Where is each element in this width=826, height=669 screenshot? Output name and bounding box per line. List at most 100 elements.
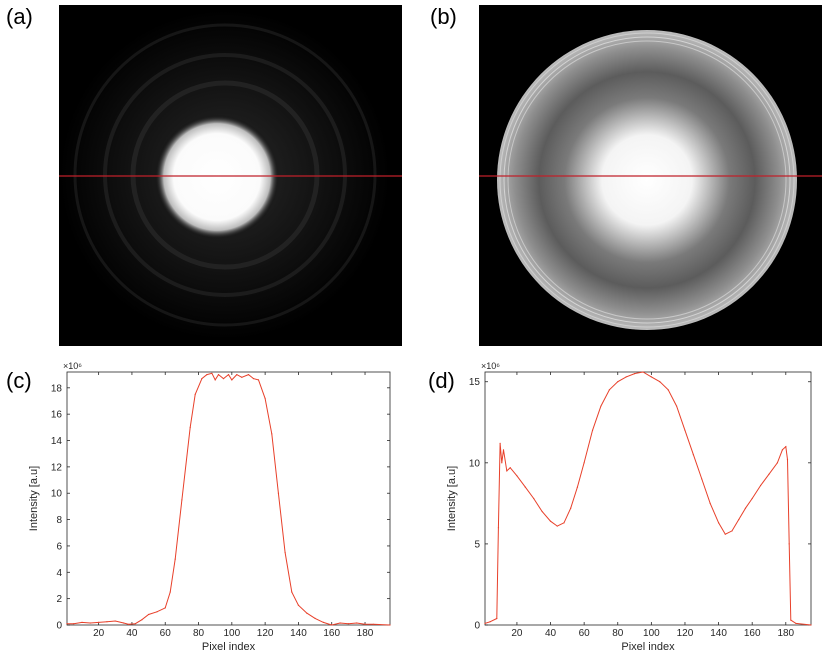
data-point [650,376,652,378]
data-point [731,530,733,532]
x-tick-label: 80 [193,628,205,639]
y-tick-label: 10 [51,489,63,500]
data-point [81,621,83,623]
data-point [684,429,686,431]
data-point [502,449,505,451]
normalized-disk [497,30,797,330]
data-point [134,623,136,625]
diffraction-ring [103,53,347,297]
data-point [642,371,644,373]
diffraction-ring [130,80,320,270]
plot-frame [66,371,391,626]
data-point [214,379,216,381]
x-tick-label: 40 [126,628,138,639]
data-point [625,376,627,378]
data-point [576,486,579,488]
data-point [106,621,108,623]
x-tick-label: 180 [777,628,794,639]
profile-plot-c-svg: 20 40 60 80 100 120 140 160 180 0 2 4 6 8 10 12 14 16 18 ×1… [28,361,391,653]
y-tick-label: 12 [51,462,63,473]
y-tick-label: 10 [469,458,481,469]
y-tick-label: 18 [51,383,63,394]
data-point [372,623,374,625]
data-point [600,405,602,407]
data-point [501,462,503,464]
bright-spot [155,115,279,239]
x-tick-label: 140 [290,628,307,639]
y-tick-label: 15 [469,377,481,388]
data-point [156,611,158,613]
data-point [227,374,230,376]
data-point [356,622,358,624]
y-axis-label: Intensity [a.u] [446,466,458,531]
data-point [744,507,747,509]
data-point [509,467,511,469]
panel-label-a: (a) [6,4,33,29]
data-point [738,518,740,521]
data-point [496,617,498,620]
y-tick-label: 5 [474,539,480,550]
data-point [114,620,116,622]
data-point [692,454,694,456]
y-exponent-label: ×10⁶ [481,361,500,371]
data-point [389,624,391,626]
data-point [659,381,661,383]
data-point [795,622,797,624]
edge-ring [503,36,791,324]
data-point [364,623,366,625]
plot-frame [484,371,812,626]
data-point [147,613,150,616]
data-point [768,473,770,475]
profile-plot-c: 20 40 60 80 100 120 140 160 180 0 2 4 6 8 10 12 14 16 18 ×1… [0,352,410,664]
data-point [181,499,183,501]
data-point [751,497,753,500]
data-point [489,621,491,623]
y-tick-label: 8 [56,515,62,526]
intensity-image-b [479,5,822,346]
x-tick-label: 180 [357,628,374,639]
data-point [169,591,171,593]
data-point [306,612,308,614]
x-tick-label: 160 [744,628,761,639]
data-point [781,449,784,451]
data-point [128,623,130,625]
data-point [236,374,238,376]
data-point [201,377,203,380]
data-point [231,379,233,381]
data-point [297,604,300,606]
data-point [284,551,286,554]
y-tick-label: 14 [51,436,63,447]
data-point [541,510,543,513]
intensity-image-a [59,5,402,346]
y-exponent-label: ×10⁶ [63,361,82,371]
data-point [347,623,349,625]
data-point [194,393,196,396]
x-tick-label: 60 [579,628,591,639]
data-point [291,591,293,593]
data-point [247,374,250,376]
data-point [252,377,255,380]
data-point [785,446,787,448]
data-point [709,502,711,504]
data-point [322,621,325,623]
data-point [591,429,594,431]
x-tick-label: 100 [643,628,660,639]
edge-ring [507,40,787,320]
y-tick-label: 4 [56,568,62,579]
data-point [633,373,636,375]
data-point [563,522,565,524]
data-point [608,389,610,391]
data-point [786,458,789,461]
data-point [222,377,225,380]
data-point [497,527,500,529]
intensity-series-line [67,372,391,626]
data-point [556,525,558,527]
data-point [66,623,68,625]
data-point [790,619,792,621]
data-point [583,462,585,464]
diffraction-ring [73,23,377,327]
data-point [667,389,669,391]
data-point [211,372,213,374]
data-point [277,492,280,494]
x-axis-label: Pixel index [621,641,675,653]
